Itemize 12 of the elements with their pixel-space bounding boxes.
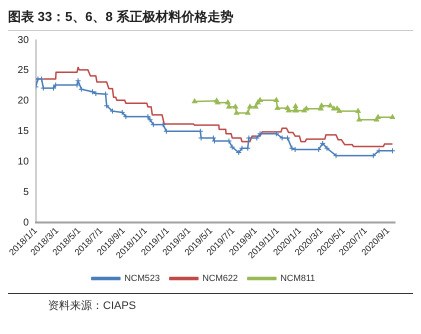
y-tick-label: 5 (23, 186, 30, 198)
y-tick-label: 10 (18, 156, 30, 168)
legend-label: NCM523 (124, 272, 160, 283)
legend-label: NCM622 (202, 272, 238, 283)
y-tick-label: 30 (18, 34, 30, 46)
text: 资料来源：CIAPS (8, 293, 413, 313)
legend-label: NCM811 (280, 272, 316, 283)
y-tick-label: 25 (18, 65, 30, 76)
y-tick-label: 20 (18, 96, 30, 107)
chart-title: 图表 33：5、6、8 系正极材料价格走势 (8, 8, 413, 31)
y-tick-label: 15 (18, 126, 30, 138)
y-tick-label: 0 (23, 217, 30, 228)
